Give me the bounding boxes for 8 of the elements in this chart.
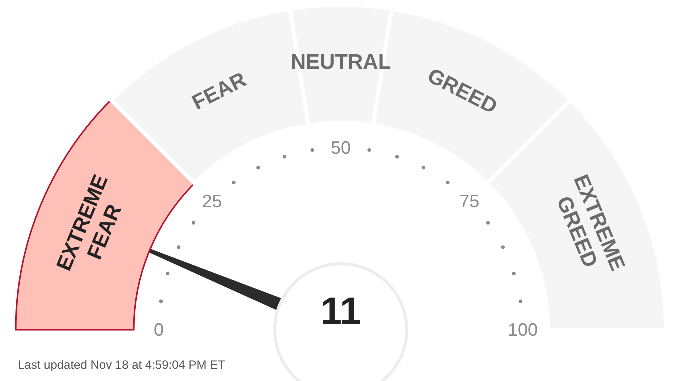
- text: Last updated Nov 18 at 4:59:04 PM ET: [18, 358, 226, 372]
- text: 25: [202, 191, 222, 212]
- slice-label: NEUTRAL: [290, 51, 392, 74]
- text: 100: [508, 320, 538, 340]
- text: 50: [330, 138, 352, 158]
- text: 75: [460, 191, 480, 212]
- text: 11: [320, 291, 362, 333]
- text: 0: [154, 320, 164, 340]
